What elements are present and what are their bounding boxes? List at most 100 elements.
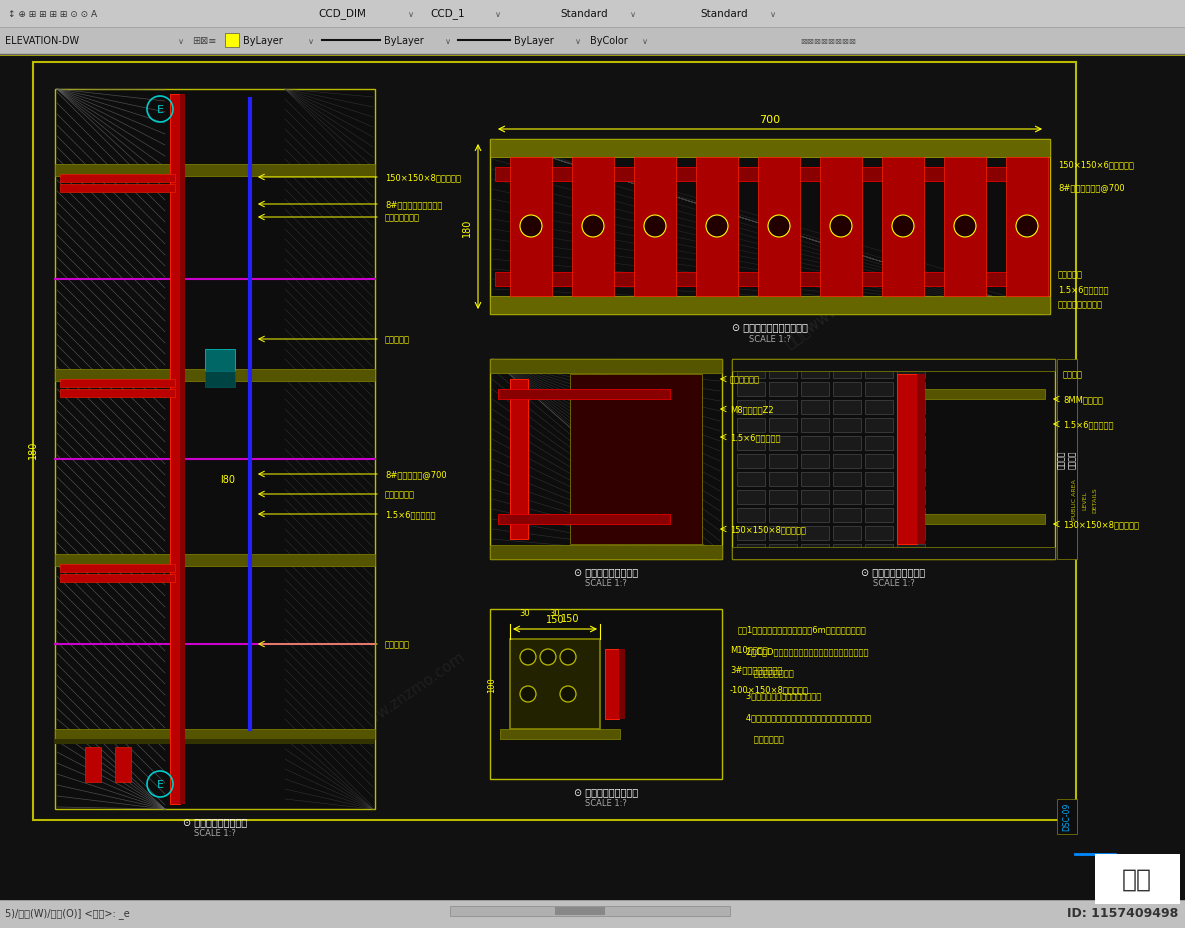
Circle shape xyxy=(520,650,536,665)
Circle shape xyxy=(954,216,976,238)
Bar xyxy=(1095,854,1180,904)
Text: ∨: ∨ xyxy=(770,9,776,19)
Text: ↕ ⊕ ⊞ ⊞ ⊞ ⊞ ⊙ ⊙ A: ↕ ⊕ ⊞ ⊞ ⊞ ⊞ ⊙ ⊙ A xyxy=(8,9,97,19)
Text: CCD_1: CCD_1 xyxy=(430,8,465,19)
Bar xyxy=(491,297,1050,315)
Bar xyxy=(758,158,800,297)
Bar xyxy=(60,185,175,193)
Text: 间距由石材分缝决定: 间距由石材分缝决定 xyxy=(1058,300,1103,309)
Circle shape xyxy=(520,216,542,238)
Bar xyxy=(60,564,175,573)
Bar xyxy=(1057,360,1077,560)
Text: 180: 180 xyxy=(462,218,472,237)
Circle shape xyxy=(540,650,556,665)
Bar xyxy=(737,526,766,540)
Bar xyxy=(769,365,798,379)
Bar xyxy=(495,168,1045,182)
Bar xyxy=(732,548,1055,560)
Text: 先墙体上部做法。: 先墙体上部做法。 xyxy=(738,669,794,677)
Text: 150: 150 xyxy=(546,614,564,625)
Bar xyxy=(1006,158,1048,297)
Text: 3#热镀锌槽钢，请渗: 3#热镀锌槽钢，请渗 xyxy=(730,664,782,674)
Bar xyxy=(865,455,893,469)
Text: l80: l80 xyxy=(220,474,235,484)
Bar xyxy=(0,0,1185,28)
Circle shape xyxy=(520,687,536,702)
Circle shape xyxy=(561,650,576,665)
Text: 砖砌砖墙: 砖砌砖墙 xyxy=(1063,370,1083,380)
Bar xyxy=(897,472,925,486)
Text: 注：1、本节点适用于墙顶距大于6m的干挂石材墙面。: 注：1、本节点适用于墙顶距大于6m的干挂石材墙面。 xyxy=(738,625,866,634)
Text: 8#热镀锌槽钢@700: 8#热镀锌槽钢@700 xyxy=(385,470,447,479)
Text: ∨: ∨ xyxy=(178,36,184,45)
Bar xyxy=(865,509,893,522)
Text: ∨: ∨ xyxy=(446,36,451,45)
Bar xyxy=(33,63,1076,820)
Bar xyxy=(510,158,552,297)
Bar xyxy=(801,401,830,415)
Bar xyxy=(737,419,766,432)
Text: ∨: ∨ xyxy=(575,36,581,45)
Bar xyxy=(897,526,925,540)
Bar xyxy=(180,95,185,805)
Bar xyxy=(225,34,239,48)
Bar xyxy=(897,419,925,432)
Bar xyxy=(606,650,619,719)
Bar xyxy=(769,436,798,450)
Text: SCALE 1:?: SCALE 1:? xyxy=(585,579,627,587)
Text: ∨: ∨ xyxy=(408,9,414,19)
Bar xyxy=(865,401,893,415)
Text: ByColor: ByColor xyxy=(590,36,628,46)
Bar xyxy=(833,436,861,450)
Bar xyxy=(1057,799,1077,834)
Text: SCALE 1:?: SCALE 1:? xyxy=(872,579,915,587)
Text: 150: 150 xyxy=(561,613,579,624)
Bar xyxy=(897,509,925,522)
Text: 地面完成面: 地面完成面 xyxy=(385,639,410,649)
Text: 700: 700 xyxy=(760,115,781,125)
Text: 热镀锌干挂件: 热镀锌干挂件 xyxy=(385,490,415,499)
Bar xyxy=(491,360,722,560)
Bar xyxy=(737,509,766,522)
Circle shape xyxy=(643,216,666,238)
Bar xyxy=(865,382,893,396)
Bar xyxy=(833,526,861,540)
Text: SCALE 1:?: SCALE 1:? xyxy=(749,334,790,343)
Bar xyxy=(865,526,893,540)
Bar xyxy=(555,907,606,915)
Text: PUBLIC AREA: PUBLIC AREA xyxy=(1072,479,1077,520)
Circle shape xyxy=(706,216,728,238)
Bar xyxy=(833,472,861,486)
Circle shape xyxy=(582,216,604,238)
Bar xyxy=(570,375,702,545)
Bar xyxy=(55,165,374,177)
Bar xyxy=(769,491,798,505)
Bar xyxy=(498,390,670,400)
Bar xyxy=(0,28,1185,55)
Bar xyxy=(820,158,861,297)
Text: LEVEL: LEVEL xyxy=(1083,490,1088,509)
Bar xyxy=(510,639,600,729)
Bar xyxy=(801,526,830,540)
Bar xyxy=(897,491,925,505)
Bar xyxy=(801,382,830,396)
Text: ⊙ 石材干挂剖面大样图: ⊙ 石材干挂剖面大样图 xyxy=(574,786,638,796)
Bar xyxy=(897,382,925,396)
Bar xyxy=(944,158,986,297)
Circle shape xyxy=(768,216,790,238)
Text: 8#热镀锌槽钢到墙板处: 8#热镀锌槽钢到墙板处 xyxy=(385,200,442,210)
Bar xyxy=(169,95,180,805)
Bar xyxy=(801,419,830,432)
Text: 100: 100 xyxy=(487,677,497,692)
Text: CCD_DIM: CCD_DIM xyxy=(318,8,366,19)
Bar xyxy=(801,545,830,559)
Text: 3、图中标注尺寸均为最小尺寸。: 3、图中标注尺寸均为最小尺寸。 xyxy=(738,690,821,700)
Bar xyxy=(882,158,924,297)
Text: 8#热镀锌钢槽钢@700: 8#热镀锌钢槽钢@700 xyxy=(1058,184,1125,192)
Bar xyxy=(801,365,830,379)
Bar xyxy=(865,545,893,559)
Text: E: E xyxy=(156,105,164,115)
Bar xyxy=(495,273,1045,287)
Text: 知末: 知末 xyxy=(1122,867,1152,891)
Text: 2、C、D节点是牀墙墙确定于混凝土墙或混凝土梁渐: 2、C、D节点是牀墙墙确定于混凝土墙或混凝土梁渐 xyxy=(738,647,869,656)
